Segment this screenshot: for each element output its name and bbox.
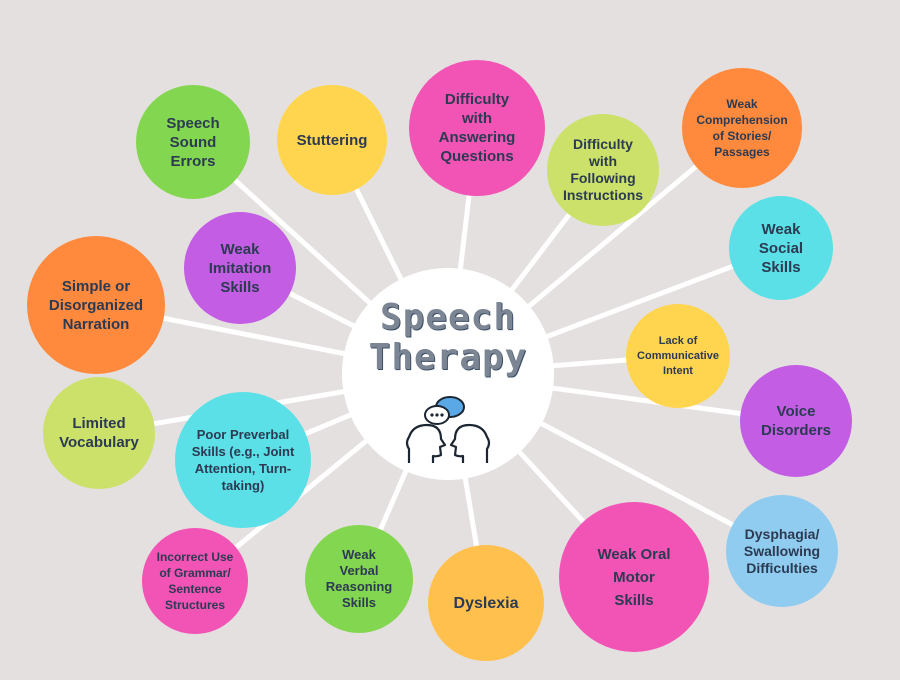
node-dyslexia: Dyslexia [428,545,544,661]
node-label-line: taking) [221,478,265,493]
node-label-line: Lack of [658,334,698,347]
node-weak-imitation-skills: Weak Imitation Skills [184,212,296,324]
node-label-line: Reasoning [325,579,393,594]
node-label-poor-preverbal-skills: Poor Preverbal Skills (e.g., Joint Attenti… [192,426,295,494]
node-label-line: Disorders [760,422,832,439]
node-label-line: Errors [170,152,216,170]
node-weak-verbal-reasoning: Weak Verbal Reasoning Skills [305,525,413,633]
node-label-line: Weak [761,220,801,238]
node-label-dyslexia: Dyslexia [454,594,519,613]
node-label-line: Dysphagia/ [744,525,820,542]
node-weak-oral-motor-skills: Weak Oral Motor Skills [559,502,709,652]
node-label-line: Simple or [61,277,131,295]
node-label-voice-disorders: Voice Disorders [761,402,831,440]
node-label-line: of Grammar/ [159,566,231,580]
node-label-line: Structures [164,598,225,612]
node-label-line: Answering [438,129,516,146]
node-label-simple-narration: Simple or Disorganized Narration [49,277,143,334]
node-label-line: Skills [614,591,654,609]
node-label-line: Limited [72,415,126,432]
node-label-line: Passages [714,145,770,159]
node-label-line: Following [570,170,636,186]
node-label-weak-oral-motor-skills: Weak Oral Motor Skills [597,543,670,612]
node-label-line: Imitation [208,259,272,277]
node-label-line: Verbal [339,563,379,578]
node-label-line: Speech [166,114,220,132]
node-difficulty-answering-questions: Difficulty with Answering Questions [409,60,545,196]
node-dysphagia: Dysphagia/Swallowing Difficulties [726,495,838,607]
node-label-lack-communicative-intent: Lack of Communicative Intent [637,334,719,379]
center-title-line2: Therapy [368,337,528,378]
center-title: Speech Therapy [352,298,544,378]
node-label-difficulty-following-instructions: Difficulty with Following Instructions [563,136,643,204]
node-label-line: Weak [726,97,758,111]
node-label-line: with [589,153,617,169]
node-label-line: Stuttering [296,131,368,149]
node-label-line: Narration [62,315,130,333]
node-label-line: with [462,110,492,127]
node-label-line: Sound [169,133,217,151]
node-limited-vocabulary: Limited Vocabulary [43,377,155,489]
node-difficulty-following-instructions: Difficulty with Following Instructions [547,114,659,226]
node-label-line: Poor Preverbal [196,427,290,442]
node-label-line: Comprehension [696,113,788,127]
node-label-line: Vocabulary [59,434,139,451]
node-label-line: Motor [613,568,655,586]
node-label-line: Communicative [637,349,719,362]
node-label-line: Intent [663,364,693,377]
node-label-line: Dyslexia [453,594,519,612]
node-label-line: Weak [220,240,260,258]
node-label-line: Voice [776,403,816,420]
node-voice-disorders: Voice Disorders [740,365,852,477]
node-label-line: Disorganized [48,296,144,314]
two-heads-speech-bubbles-icon [405,396,491,463]
node-poor-preverbal-skills: Poor Preverbal Skills (e.g., Joint Attenti… [175,392,311,528]
node-label-line: Instructions [562,187,644,203]
node-label-difficulty-answering-questions: Difficulty with Answering Questions [439,90,516,166]
node-incorrect-grammar: Incorrect Use of Grammar/Sentence Structur… [142,528,248,634]
node-label-line: Difficulties [746,559,818,576]
node-label-weak-comprehension: Weak Comprehension of Stories/Passages [696,96,787,160]
node-label-line: Skills [342,595,376,610]
node-label-line: Incorrect Use [156,550,234,564]
center-hub [342,268,554,480]
node-stuttering: Stuttering [277,85,387,195]
node-label-line: Skills [761,258,801,276]
node-label-line: Difficulty [573,136,633,152]
node-label-weak-social-skills: Weak Social Skills [759,220,803,277]
node-lack-communicative-intent: Lack of Communicative Intent [626,304,730,408]
node-simple-narration: Simple or Disorganized Narration [27,236,165,374]
node-label-line: Attention, Turn- [194,461,292,476]
node-label-line: Swallowing [743,542,821,559]
node-label-line: Weak Oral [597,545,671,563]
node-label-line: Social [758,239,804,257]
node-label-limited-vocabulary: Limited Vocabulary [59,414,139,452]
node-label-line: Skills [220,278,260,296]
node-label-dysphagia: Dysphagia/Swallowing Difficulties [744,526,820,577]
node-label-line: Weak [342,547,376,562]
node-label-incorrect-grammar: Incorrect Use of Grammar/Sentence Structur… [157,549,234,613]
node-label-line: of Stories/ [712,129,772,143]
node-label-stuttering: Stuttering [297,131,368,150]
node-weak-social-skills: Weak Social Skills [729,196,833,300]
node-label-line: Skills (e.g., Joint [191,444,295,459]
node-label-line: Difficulty [444,91,510,108]
node-label-weak-imitation-skills: Weak Imitation Skills [209,240,272,297]
node-label-speech-sound-errors: Speech Sound Errors [166,114,219,171]
node-label-weak-verbal-reasoning: Weak Verbal Reasoning Skills [326,547,392,611]
node-speech-sound-errors: Speech Sound Errors [136,85,250,199]
node-weak-comprehension: Weak Comprehension of Stories/Passages [682,68,802,188]
node-label-line: Questions [440,148,514,165]
node-label-line: Sentence [168,582,222,596]
center-title-line1: Speech [379,297,517,338]
